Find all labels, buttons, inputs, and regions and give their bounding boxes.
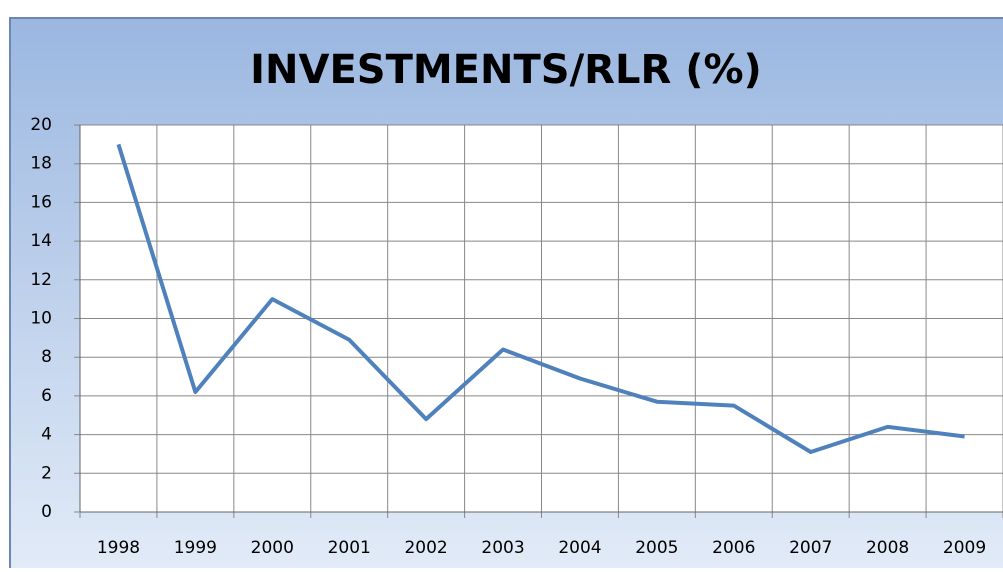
data-line bbox=[116, 143, 965, 455]
y-tick-label: 8 bbox=[41, 347, 52, 367]
chart-title: INVESTMENTS/RLR (%) bbox=[250, 47, 762, 93]
x-tick-label: 2008 bbox=[866, 538, 909, 558]
y-tick-label: 2 bbox=[41, 463, 52, 483]
x-tick-label: 2004 bbox=[558, 538, 601, 558]
y-tick-label: 4 bbox=[41, 425, 52, 445]
x-tick-label: 2000 bbox=[251, 538, 294, 558]
y-tick-label: 18 bbox=[30, 154, 52, 174]
x-tick-label: 2006 bbox=[712, 538, 755, 558]
y-tick-label: 0 bbox=[41, 502, 52, 522]
y-tick-label: 6 bbox=[41, 386, 52, 406]
y-tick-label: 12 bbox=[30, 270, 52, 290]
x-tick-label: 2009 bbox=[943, 538, 986, 558]
y-tick-label: 10 bbox=[30, 309, 52, 329]
x-tick-label: 2007 bbox=[789, 538, 832, 558]
x-tick-label: 1999 bbox=[174, 538, 217, 558]
y-tick-label: 16 bbox=[30, 192, 52, 212]
y-tick-label: 14 bbox=[30, 231, 52, 251]
x-tick-label: 2003 bbox=[481, 538, 524, 558]
x-tick-label: 1998 bbox=[97, 538, 140, 558]
x-tick-label: 2002 bbox=[404, 538, 447, 558]
x-tick-label: 2001 bbox=[328, 538, 371, 558]
y-tick-label: 20 bbox=[30, 115, 52, 135]
x-tick-label: 2005 bbox=[635, 538, 678, 558]
